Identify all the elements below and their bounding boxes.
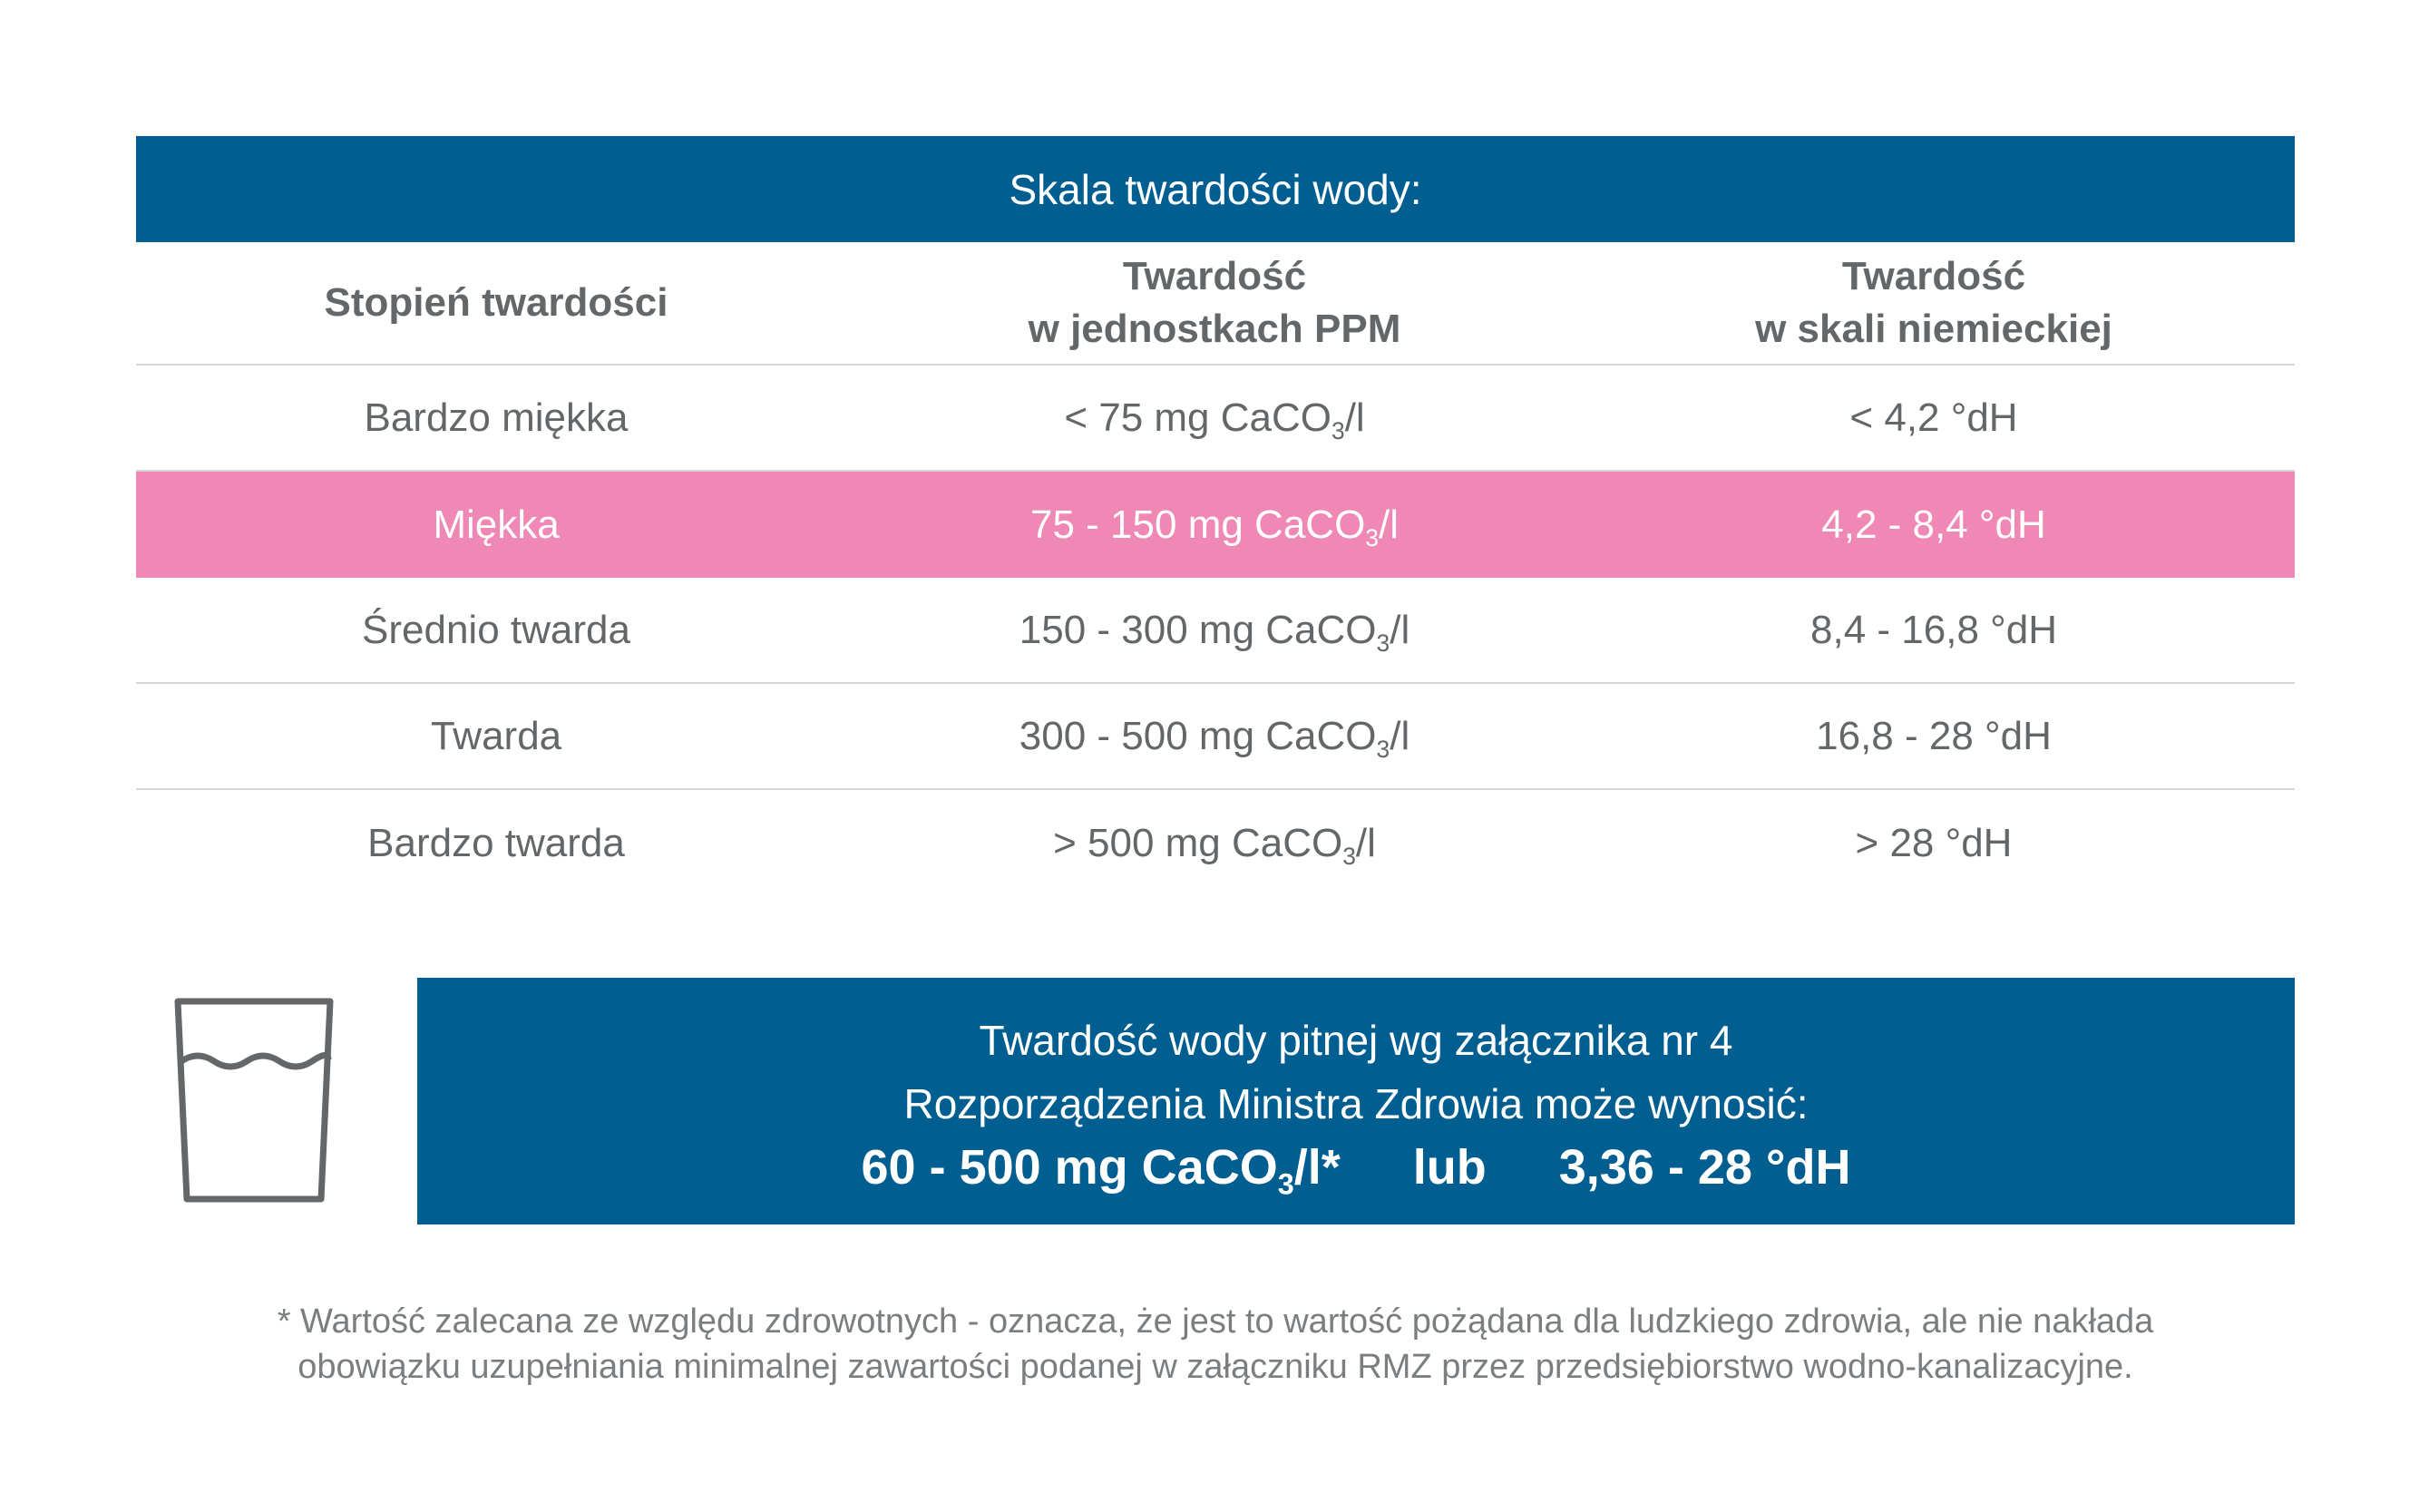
ppm-unit: /l (1355, 820, 1376, 865)
column-header-grade: Stopień twardości (324, 280, 668, 325)
dh-cell: 4,2 - 8,4 °dH (1821, 502, 2046, 547)
grade-cell: Miękka (433, 502, 560, 547)
ppm-cell: 150 - 300 mg CaCO3/l (1019, 607, 1410, 655)
subscript: 3 (1342, 842, 1356, 870)
table-row: Bardzo twarda > 500 mg CaCO3/l > 28 °dH (136, 790, 2295, 896)
column-header-ppm: Twardość w jednostkach PPM (1029, 250, 1401, 356)
subscript: 3 (1277, 1167, 1294, 1201)
dh-cell: 8,4 - 16,8 °dH (1810, 607, 2057, 652)
footnote-line: * Wartość zalecana ze względu zdrowotnyc… (277, 1302, 2154, 1341)
table-row: Miękka 75 - 150 mg CaCO3/l 4,2 - 8,4 °dH (136, 472, 2295, 578)
ppm-unit: /l (1390, 607, 1410, 652)
table-row: Twarda 300 - 500 mg CaCO3/l 16,8 - 28 °d… (136, 684, 2295, 790)
ppm-text: < 75 mg CaCO (1064, 395, 1331, 440)
value-dh: 3,36 - 28 °dH (1558, 1140, 1851, 1195)
value-ppm-unit: /l* (1293, 1140, 1341, 1195)
subscript: 3 (1331, 416, 1345, 444)
table-row: Średnio twarda 150 - 300 mg CaCO3/l 8,4 … (136, 578, 2295, 684)
subscript: 3 (1365, 523, 1379, 551)
regulation-box: Twardość wody pitnej wg załącznika nr 4 … (417, 978, 2295, 1224)
ppm-cell: 300 - 500 mg CaCO3/l (1019, 713, 1410, 761)
regulation-values: 60 - 500 mg CaCO3/l* lub 3,36 - 28 °dH (417, 1136, 2295, 1199)
header-line: w skali niemieckiej (1755, 307, 2112, 351)
value-ppm: 60 - 500 mg CaCO3/l* (861, 1140, 1341, 1199)
grade-cell: Bardzo twarda (367, 820, 625, 865)
ppm-text: 150 - 300 mg CaCO (1019, 607, 1377, 652)
ppm-unit: /l (1390, 713, 1410, 758)
header-line: w jednostkach PPM (1028, 307, 1401, 351)
grade-cell: Twarda (430, 713, 562, 758)
subscript: 3 (1376, 629, 1390, 657)
ppm-text: > 500 mg CaCO (1053, 820, 1343, 865)
value-ppm-text: 60 - 500 mg CaCO (861, 1140, 1278, 1195)
grade-cell: Bardzo miękka (364, 395, 629, 440)
footnote: * Wartość zalecana ze względu zdrowotnyc… (136, 1299, 2295, 1390)
or-label: lub (1412, 1140, 1487, 1195)
dh-cell: < 4,2 °dH (1849, 395, 2018, 440)
ppm-unit: /l (1378, 502, 1399, 547)
dh-cell: > 28 °dH (1855, 820, 2013, 865)
header-line: Twardość (1841, 254, 2026, 298)
subscript: 3 (1376, 735, 1390, 763)
column-header-dh: Twardość w skali niemieckiej (1755, 250, 2112, 356)
grade-cell: Średnio twarda (362, 607, 630, 652)
table-header: Stopień twardości Twardość w jednostkach … (136, 242, 2295, 366)
header-line: Twardość (1122, 254, 1307, 298)
dh-cell: 16,8 - 28 °dH (1816, 713, 2052, 758)
ppm-text: 300 - 500 mg CaCO (1019, 713, 1377, 758)
footnote-line: obowiązku uzupełniania minimalnej zawart… (297, 1348, 2133, 1386)
ppm-cell: 75 - 150 mg CaCO3/l (1030, 502, 1399, 551)
regulation-line-2: Rozporządzenia Ministra Zdrowia może wyn… (903, 1080, 1809, 1127)
ppm-cell: > 500 mg CaCO3/l (1053, 820, 1376, 868)
table-row: Bardzo miękka < 75 mg CaCO3/l < 4,2 °dH (136, 366, 2295, 472)
ppm-text: 75 - 150 mg CaCO (1030, 502, 1366, 547)
ppm-unit: /l (1344, 395, 1365, 440)
water-glass-icon (172, 996, 336, 1209)
table-title: Skala twardości wody: (136, 136, 2295, 242)
regulation-line-1: Twardość wody pitnej wg załącznika nr 4 (979, 1017, 1733, 1064)
ppm-cell: < 75 mg CaCO3/l (1064, 395, 1365, 444)
